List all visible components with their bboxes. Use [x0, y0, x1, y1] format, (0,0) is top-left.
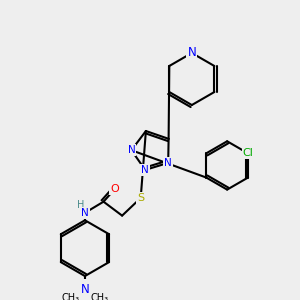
- Text: O: O: [110, 184, 119, 194]
- Text: N: N: [128, 145, 135, 155]
- Text: N: N: [188, 46, 196, 59]
- Text: Cl: Cl: [243, 148, 254, 158]
- Text: S: S: [137, 193, 144, 203]
- Text: H: H: [76, 200, 84, 210]
- Text: CH₃: CH₃: [91, 293, 109, 300]
- Text: N: N: [81, 208, 89, 218]
- Text: N: N: [141, 165, 149, 175]
- Text: CH₃: CH₃: [61, 293, 79, 300]
- Text: N: N: [164, 158, 172, 168]
- Text: N: N: [81, 283, 89, 296]
